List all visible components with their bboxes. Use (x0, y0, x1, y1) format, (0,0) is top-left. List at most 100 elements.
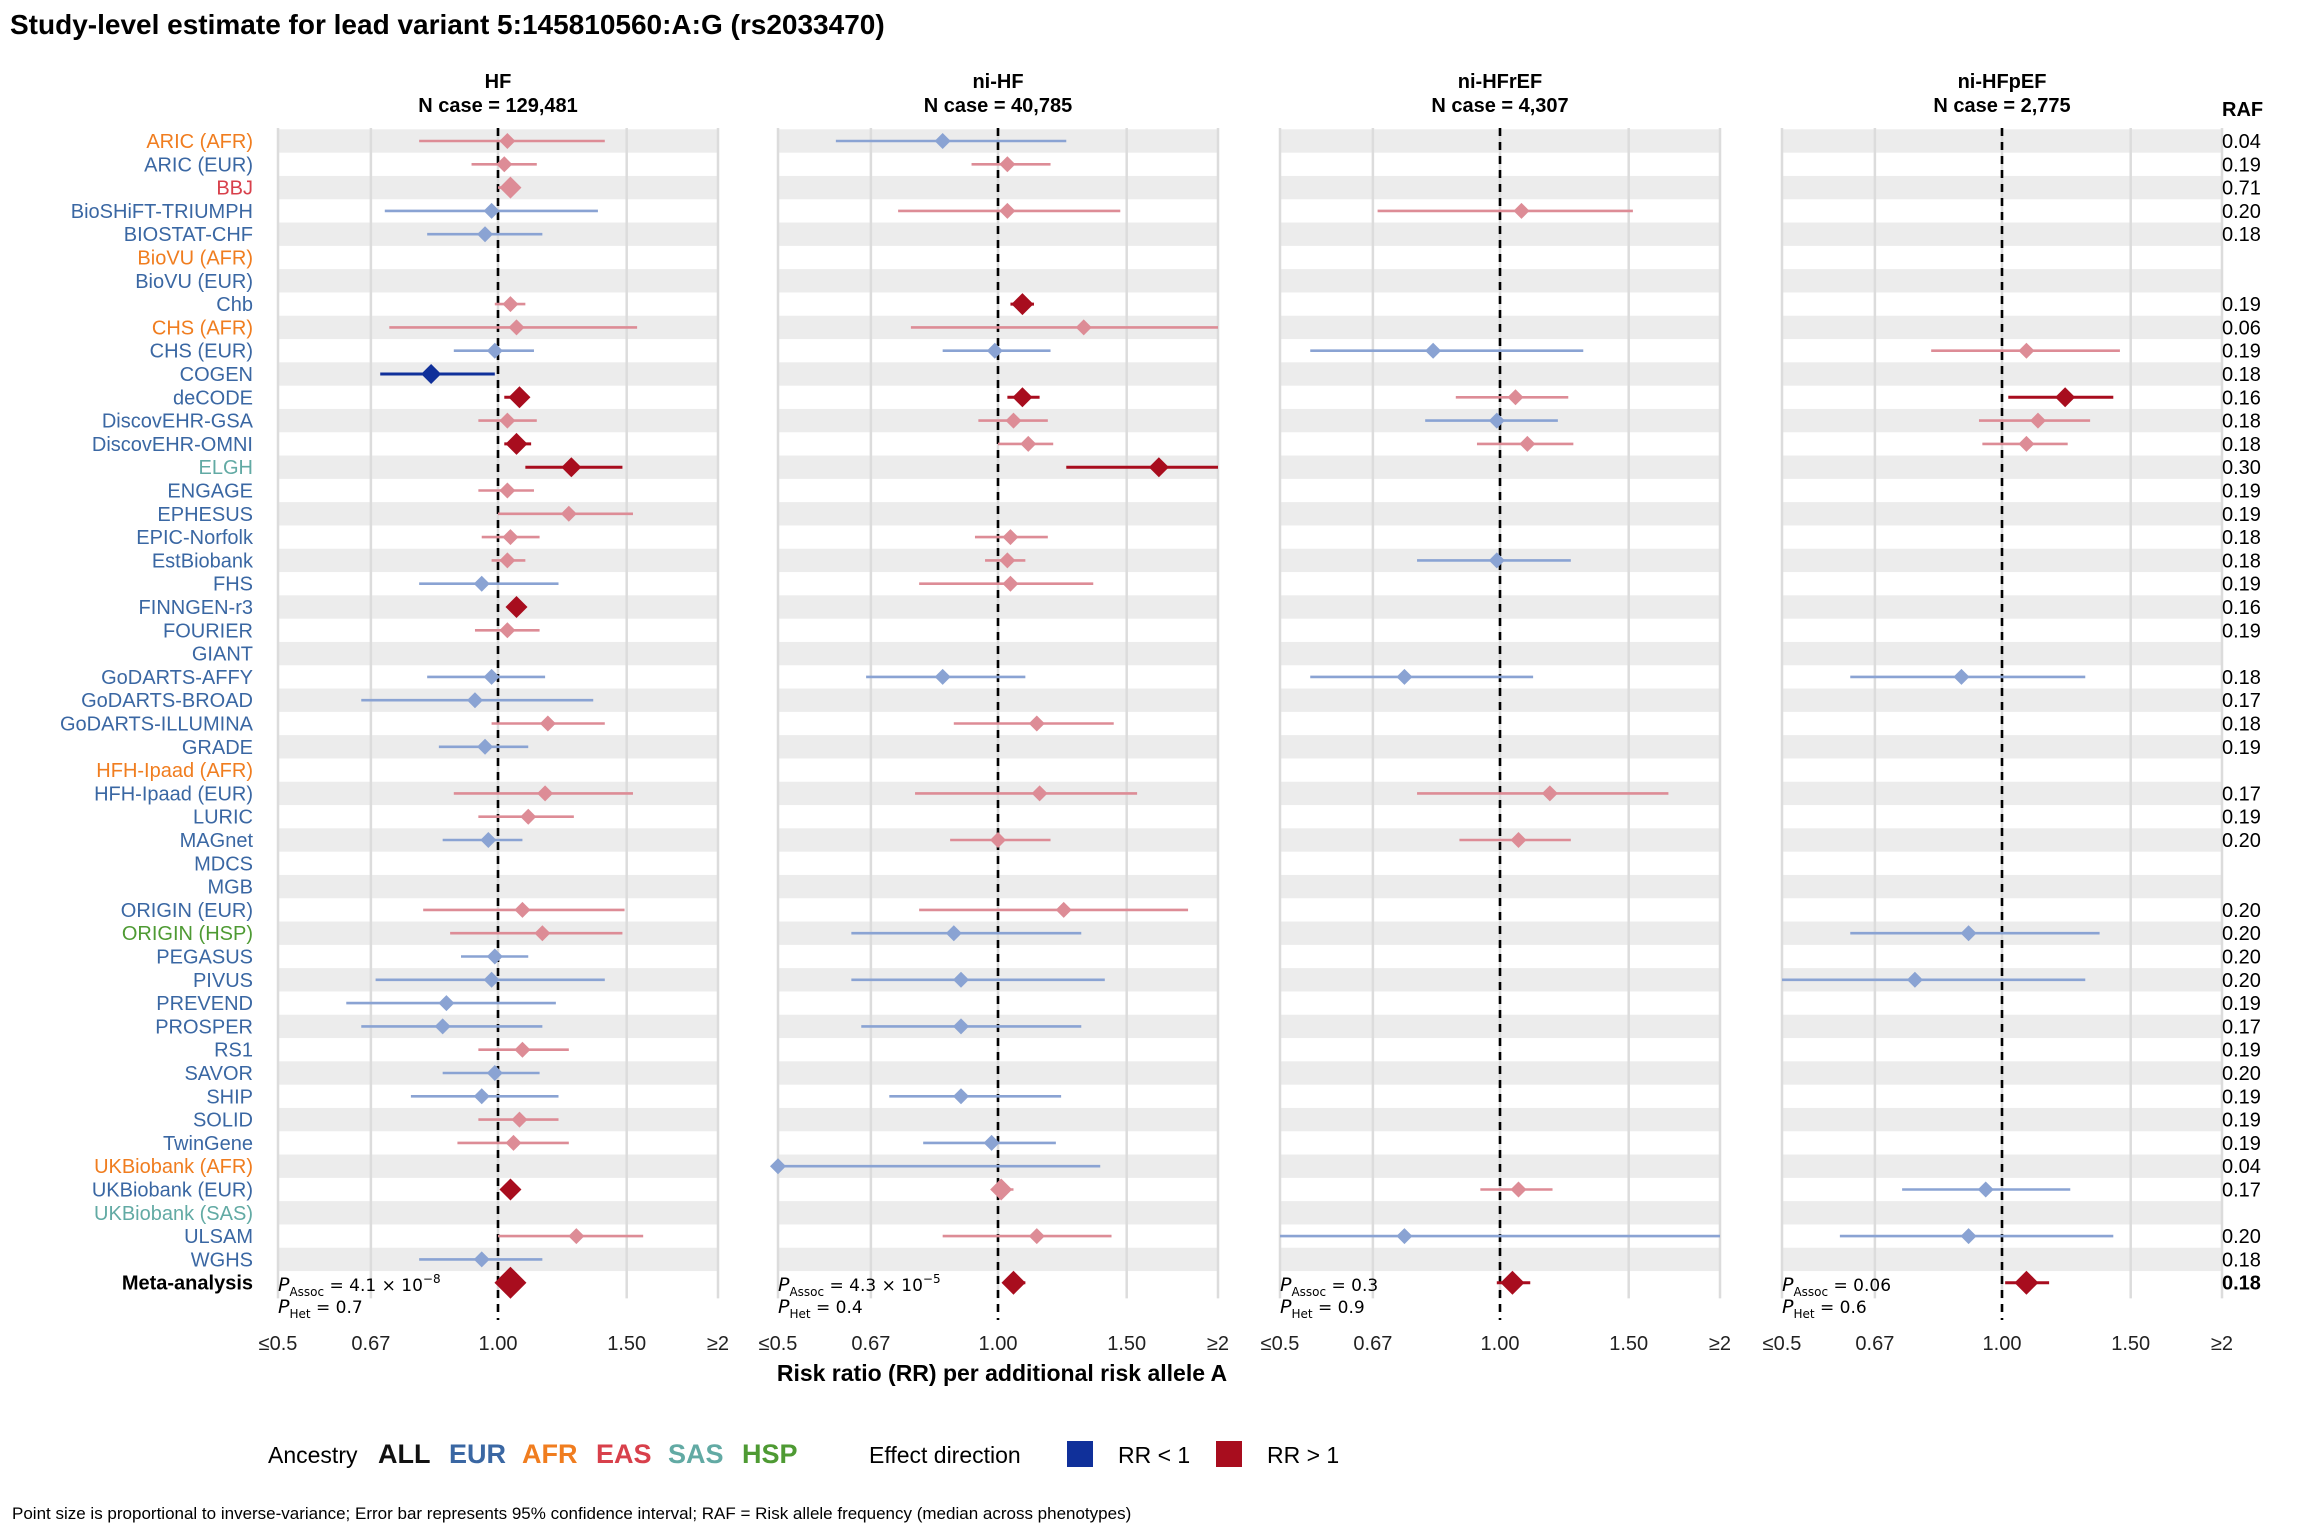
panel-title: HF (485, 71, 512, 93)
legend-ancestry-eur: EUR (449, 1439, 506, 1469)
point-estimate (1488, 412, 1505, 429)
study-label: UKBiobank (SAS) (94, 1203, 253, 1225)
estimate-meta-analysis (2005, 1270, 2050, 1295)
point-estimate (511, 1111, 528, 1128)
x-tick-label: 1.50 (2111, 1333, 2150, 1355)
point-estimate (505, 1134, 522, 1151)
study-label: HFH-Ipaad (AFR) (96, 760, 253, 782)
point-estimate (473, 575, 490, 592)
raf-value: 0.20 (2222, 923, 2261, 945)
study-label: SAVOR (184, 1063, 253, 1085)
raf-values: 0.040.190.710.200.180.190.060.190.180.16… (2222, 131, 2261, 1295)
point-estimate (499, 1178, 522, 1201)
estimate-discovehr-gsa (478, 412, 537, 429)
raf-value: 0.20 (2222, 830, 2261, 852)
raf-value: 0.20 (2222, 201, 2261, 223)
point-estimate (945, 925, 962, 942)
point-estimate (502, 529, 519, 546)
legend-effect-label: RR < 1 (1118, 1442, 1190, 1468)
point-estimate (514, 901, 531, 918)
raf-value: 0.04 (2222, 1156, 2261, 1178)
estimate-godarts-affy (427, 668, 546, 685)
point-estimate (1075, 319, 1092, 336)
estimate-pivus (375, 971, 605, 988)
p-value: = 0.06 (1828, 1276, 1891, 1296)
p-subscript: Assoc (1793, 1285, 1828, 1299)
p-symbol: P (278, 1274, 290, 1296)
raf-header: RAF (2222, 99, 2263, 121)
x-tick-label: 0.67 (1353, 1333, 1392, 1355)
study-labels: ARIC (AFR)ARIC (EUR)BBJBioSHiFT-TRIUMPHB… (60, 131, 254, 1295)
point-estimate (1005, 412, 1022, 429)
x-tick-label: ≥2 (707, 1333, 729, 1355)
study-label: ARIC (EUR) (144, 154, 253, 176)
estimate-ukbiobank-eur (499, 1178, 522, 1201)
point-estimate (1002, 575, 1019, 592)
p-symbol: P (1782, 1296, 1794, 1318)
estimate-ulsam (942, 1228, 1112, 1245)
estimate-chs-eur (1931, 342, 2120, 359)
study-label: ULSAM (184, 1226, 253, 1248)
point-estimate (505, 432, 528, 455)
study-label: MDCS (194, 853, 253, 875)
point-estimate (486, 342, 503, 359)
point-estimate (508, 319, 525, 336)
study-label: FOURIER (163, 620, 253, 642)
study-label: Chb (216, 294, 253, 316)
study-label: COGEN (180, 364, 253, 386)
panel-ni-hf: ni-HFN case = 40,785 ≤0.5 0.67 1.00 1.50 ≥2 PA… (759, 71, 1229, 1355)
estimate-ephesus (498, 505, 633, 522)
estimate-magnet (442, 832, 523, 848)
estimate-epic-norfolk (974, 529, 1048, 546)
estimate-elgh (525, 457, 623, 478)
x-tick-label: 0.67 (851, 1333, 890, 1355)
point-estimate (999, 552, 1016, 569)
study-label: GoDARTS-AFFY (101, 667, 253, 689)
point-estimate (1500, 1270, 1525, 1295)
study-label: SOLID (193, 1110, 253, 1132)
point-estimate (505, 596, 528, 618)
estimate-godarts-affy (1310, 668, 1534, 685)
x-tick-label: 1.00 (1481, 1333, 1520, 1355)
point-estimate (473, 1088, 490, 1105)
study-label: MAGnet (180, 830, 254, 852)
raf-value: 0.19 (2222, 504, 2261, 526)
point-estimate (1960, 925, 1977, 942)
point-estimate (494, 1266, 527, 1299)
point-estimate (1001, 1270, 1026, 1295)
estimate-savor (442, 1065, 540, 1081)
study-label: DiscovEHR-GSA (102, 411, 254, 433)
point-estimate (499, 133, 516, 149)
x-tick-label: ≥2 (1709, 1333, 1731, 1355)
estimate-godarts-affy (1850, 668, 2086, 685)
point-estimate (1510, 1181, 1527, 1198)
point-estimate (1519, 435, 1536, 452)
estimate-solid (478, 1111, 559, 1128)
estimate-ukbiobank-eur (1902, 1181, 2071, 1198)
legend-ancestry-afr: AFR (522, 1439, 578, 1469)
x-tick-label: ≤0.5 (1261, 1333, 1300, 1355)
raf-value: 0.20 (2222, 1063, 2261, 1085)
study-label: Meta-analysis (122, 1273, 253, 1295)
estimate-prosper (361, 1018, 543, 1035)
point-estimate (1510, 832, 1527, 848)
estimate-discovehr-omni (504, 432, 532, 455)
estimate-bioshift-triumph (384, 202, 598, 219)
study-label: HFH-Ipaad (EUR) (94, 783, 253, 805)
estimate-chb (494, 296, 526, 313)
raf-value: 0.18 (2222, 411, 2261, 433)
estimate-discovehr-omni (1476, 435, 1574, 452)
p-symbol: P (1280, 1274, 1292, 1296)
x-tick-label: 0.67 (1855, 1333, 1894, 1355)
point-estimate (1011, 293, 1034, 316)
estimate-origin-hsp (450, 925, 623, 942)
point-estimate (2018, 435, 2035, 452)
estimate-pivus (851, 971, 1105, 988)
point-estimate (1425, 342, 1442, 359)
study-label: ORIGIN (HSP) (122, 923, 253, 945)
x-tick-label: ≥2 (1207, 1333, 1229, 1355)
point-estimate (1396, 1228, 1413, 1245)
study-label: GIANT (192, 644, 253, 666)
raf-value: 0.20 (2222, 970, 2261, 992)
